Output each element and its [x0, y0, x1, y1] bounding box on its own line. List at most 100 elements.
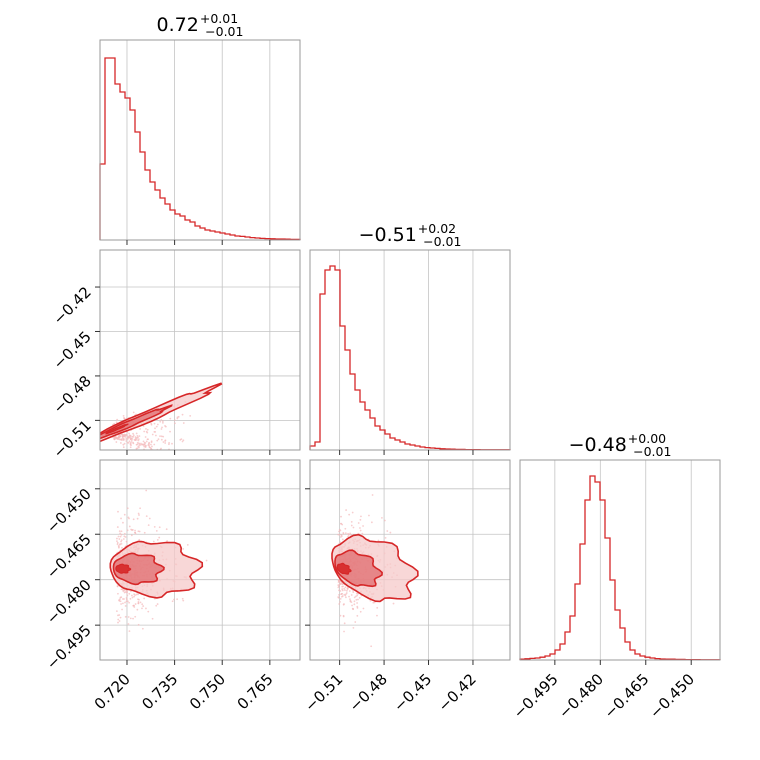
sample-point	[343, 593, 346, 596]
sample-point	[124, 536, 127, 538]
sample-point	[138, 442, 140, 445]
sample-point	[119, 616, 122, 619]
sample-point	[132, 434, 135, 437]
sample-point	[113, 422, 116, 425]
sample-point	[123, 442, 126, 445]
contour-level-2	[105, 423, 129, 435]
sample-point	[137, 598, 139, 601]
sample-point	[145, 515, 148, 518]
sample-point	[116, 537, 118, 540]
sample-point	[123, 417, 126, 420]
sample-point	[338, 530, 340, 533]
sample-point	[131, 528, 134, 531]
sample-point	[145, 440, 148, 443]
y-tick-label-1-0: −0.51	[50, 416, 95, 461]
sample-point	[343, 630, 345, 633]
sample-point	[135, 438, 138, 441]
sample-point	[145, 607, 147, 610]
x-tick-label-2-2: −0.465	[601, 670, 653, 722]
sample-point	[338, 533, 341, 536]
sample-point	[353, 603, 356, 606]
sample-point	[128, 630, 131, 633]
contour-level-1	[100, 404, 173, 440]
sample-point	[148, 444, 151, 447]
sample-point	[129, 597, 132, 600]
sample-point	[356, 614, 359, 617]
sample-point	[344, 586, 347, 589]
sample-point	[369, 599, 372, 602]
sample-point	[145, 427, 147, 430]
sample-point	[160, 428, 163, 430]
sample-point	[338, 528, 341, 531]
sample-point	[134, 603, 137, 605]
sample-point	[359, 518, 362, 521]
sample-point	[118, 546, 120, 549]
sample-point	[116, 585, 119, 587]
sample-point	[122, 443, 125, 446]
sample-point	[181, 597, 184, 600]
sample-point	[118, 434, 121, 437]
sample-point	[344, 532, 347, 535]
sample-point	[152, 451, 154, 453]
sample-point	[376, 606, 379, 609]
sample-point	[147, 438, 149, 441]
sample-point	[177, 415, 180, 418]
sample-point	[131, 596, 134, 599]
sample-point	[151, 617, 154, 620]
sample-point	[352, 626, 355, 629]
sample-point	[139, 507, 142, 510]
sample-point	[169, 430, 171, 433]
sample-point	[339, 597, 342, 600]
contour-level-1	[112, 552, 165, 586]
sample-point	[123, 434, 126, 436]
sample-point	[347, 535, 350, 538]
sample-point	[161, 426, 163, 429]
sample-point	[128, 432, 130, 435]
panel-2-2	[519, 460, 721, 661]
sample-point	[129, 443, 132, 446]
sample-point	[149, 443, 152, 446]
title-param-0: 0.72+0.01 −0.01	[157, 11, 244, 39]
y-tick-label-2-0: −0.495	[43, 621, 95, 673]
sample-point	[357, 598, 359, 601]
sample-point	[120, 530, 123, 533]
title-param-1: −0.51+0.02 −0.01	[359, 221, 462, 249]
x-tick-label-1-0: −0.51	[301, 670, 346, 715]
x-tick-label-1-1: −0.48	[346, 670, 391, 715]
sample-point	[144, 442, 147, 444]
contour-level-1	[334, 549, 383, 588]
sample-point	[116, 540, 118, 543]
sample-point	[355, 598, 358, 601]
sample-point	[128, 592, 131, 595]
sample-point	[130, 438, 132, 441]
sample-point	[130, 439, 133, 442]
sample-point	[161, 454, 163, 456]
sample-point	[352, 526, 355, 529]
sample-point	[124, 615, 127, 618]
sample-point	[120, 517, 122, 520]
sample-point	[358, 596, 361, 599]
sample-point	[339, 536, 342, 538]
sample-point	[348, 590, 351, 592]
panel-frame-1-0	[99, 249, 301, 451]
sample-point	[141, 443, 144, 446]
panel-0-0	[99, 40, 301, 241]
sample-point	[128, 435, 131, 438]
sample-point	[148, 517, 151, 520]
sample-point	[205, 559, 208, 562]
x-tick-label-1-2: −0.45	[390, 670, 435, 715]
sample-point	[120, 533, 123, 536]
sample-point	[136, 434, 139, 437]
sample-point	[345, 589, 348, 592]
sample-point	[122, 602, 124, 605]
x-tick-label-0-2: 0.750	[186, 670, 229, 713]
sample-point	[131, 438, 134, 440]
sample-point	[120, 540, 122, 543]
sample-point	[159, 451, 161, 453]
panel-frame-0-0	[99, 39, 301, 241]
sample-point	[359, 527, 361, 529]
sample-point	[343, 587, 346, 590]
sample-point	[139, 443, 142, 446]
sample-point	[356, 602, 358, 604]
